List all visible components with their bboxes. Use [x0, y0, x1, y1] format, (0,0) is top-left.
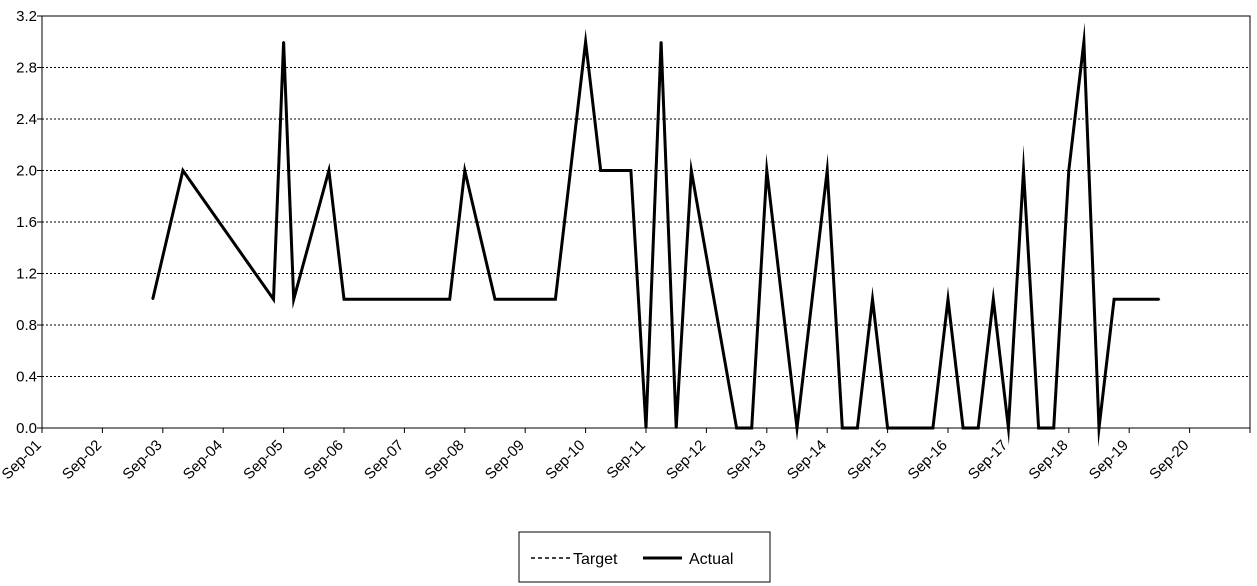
y-tick-label: 2.4 — [16, 111, 37, 128]
data-point — [871, 298, 874, 301]
data-point — [1037, 427, 1040, 429]
legend: Target Actual — [518, 531, 771, 583]
y-tick-label: 2.0 — [16, 163, 37, 180]
data-point — [841, 427, 844, 429]
data-point — [992, 298, 995, 301]
data-point — [494, 298, 496, 301]
data-point — [675, 427, 677, 429]
data-point — [1052, 427, 1055, 429]
data-point — [272, 298, 275, 301]
data-point — [182, 169, 184, 172]
data-point — [1083, 40, 1085, 43]
data-point — [750, 427, 753, 429]
data-point — [1158, 298, 1161, 301]
y-tick-label: 0.4 — [16, 369, 37, 386]
y-tick-label: 2.8 — [16, 60, 37, 77]
data-point — [584, 40, 587, 43]
gridlines — [42, 67, 1250, 377]
data-point — [977, 427, 979, 429]
legend-label-actual: Actual — [689, 551, 733, 568]
series-layer — [151, 22, 1161, 448]
y-tick-label: 3.2 — [16, 8, 37, 25]
data-point — [1113, 298, 1115, 301]
data-point — [448, 298, 451, 301]
data-point — [826, 169, 828, 172]
data-point — [735, 427, 738, 429]
y-axis: 0.0 0.4 0.8 1.2 1.6 2.0 2.4 2.8 3.2 — [16, 8, 42, 437]
data-point — [766, 169, 768, 172]
data-point — [690, 169, 693, 172]
data-point — [1022, 169, 1025, 172]
data-point — [856, 427, 859, 429]
y-tick-label: 1.2 — [16, 266, 37, 283]
data-point — [151, 298, 154, 301]
data-point — [292, 298, 295, 301]
data-point — [962, 427, 964, 429]
data-point — [282, 40, 285, 43]
data-point — [599, 169, 602, 172]
data-point — [796, 427, 798, 429]
data-point — [932, 427, 934, 429]
y-tick-label: 0.0 — [16, 420, 37, 437]
data-point — [554, 298, 557, 301]
data-point — [464, 169, 466, 172]
data-point — [1068, 169, 1070, 172]
data-point — [1007, 427, 1010, 429]
y-tick-label: 0.8 — [16, 317, 37, 334]
data-point — [660, 40, 662, 43]
data-point — [343, 298, 345, 301]
legend-label-target: Target — [573, 551, 618, 568]
data-point — [328, 169, 330, 172]
data-point — [630, 169, 632, 172]
data-point — [645, 427, 647, 429]
data-point — [1098, 427, 1100, 429]
y-tick-label: 1.6 — [16, 214, 37, 231]
data-point — [886, 427, 889, 429]
data-point — [947, 298, 949, 301]
